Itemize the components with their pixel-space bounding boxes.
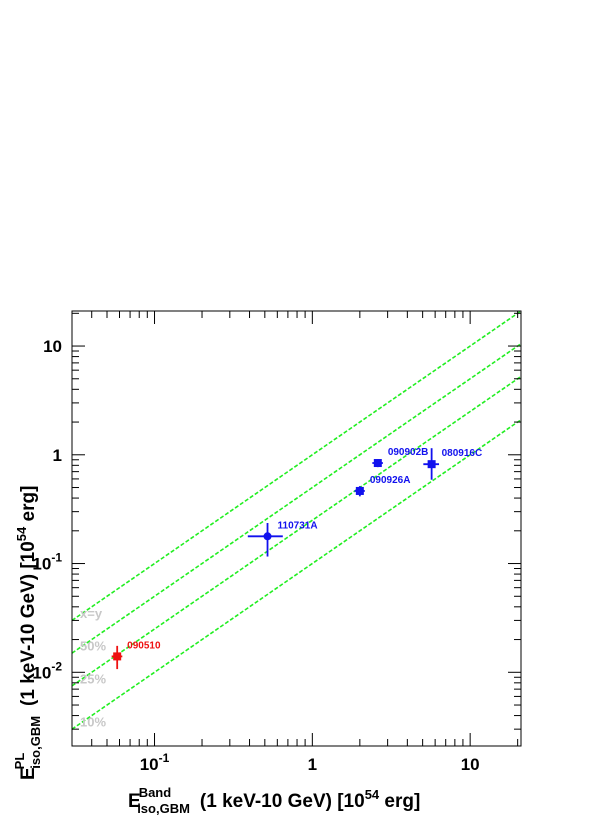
x-tick-label-1: 1 <box>308 755 317 774</box>
reference-lines <box>71 310 522 730</box>
data-points <box>111 448 440 670</box>
y-tick-label-1: 10-1 <box>32 551 62 574</box>
reference-line-label-0: x=y <box>80 606 103 621</box>
reference-line-0 <box>71 310 522 622</box>
reference-line-labels: x=y 50% 25% 10% <box>80 606 106 730</box>
plot-frame <box>71 310 522 747</box>
data-point-label-090902B: 090902B <box>388 447 429 458</box>
data-point-090902B <box>372 459 383 468</box>
x-tick-label-0: 10-1 <box>140 751 170 774</box>
reference-line-label-3: 10% <box>80 715 106 730</box>
reference-line-3 <box>71 419 522 730</box>
marker-090510 <box>113 652 122 661</box>
data-point-080916C <box>423 448 440 480</box>
reference-line-2 <box>71 375 522 687</box>
data-point-labels: 090510 110731A 090926A 090902B 080916C <box>127 447 482 651</box>
data-point-090510 <box>111 645 123 670</box>
data-point-label-110731A: 110731A <box>278 520 318 531</box>
x-axis-title: EBand iso,GBM (1 keV-10 GeV) [1054 erg] <box>128 785 420 816</box>
marker-080916C <box>427 460 436 469</box>
reference-line-label-1: 50% <box>80 639 106 654</box>
y-tick-label-3: 10 <box>43 337 62 356</box>
data-point-090926A <box>354 486 365 497</box>
tick-labels: 10-1 1 10 10-2 10-1 1 10 <box>32 337 479 774</box>
data-point-label-090926A: 090926A <box>370 475 411 486</box>
y-axis-title: EPLiso,GBM(1 keV-10 GeV) [1054 erg] <box>12 486 43 780</box>
marker-110731A <box>263 532 272 541</box>
y-tick-label-0: 10-2 <box>32 659 62 682</box>
axis-ticks <box>71 311 521 746</box>
data-point-110731A <box>247 522 283 557</box>
marker-090902B <box>373 459 382 468</box>
data-point-label-080916C: 080916C <box>442 448 483 459</box>
y-tick-label-2: 1 <box>53 446 62 465</box>
reference-line-1 <box>71 343 522 654</box>
marker-090926A <box>355 486 364 495</box>
data-point-label-090510: 090510 <box>127 640 161 651</box>
x-tick-label-2: 10 <box>461 755 480 774</box>
reference-line-label-2: 25% <box>80 671 106 686</box>
